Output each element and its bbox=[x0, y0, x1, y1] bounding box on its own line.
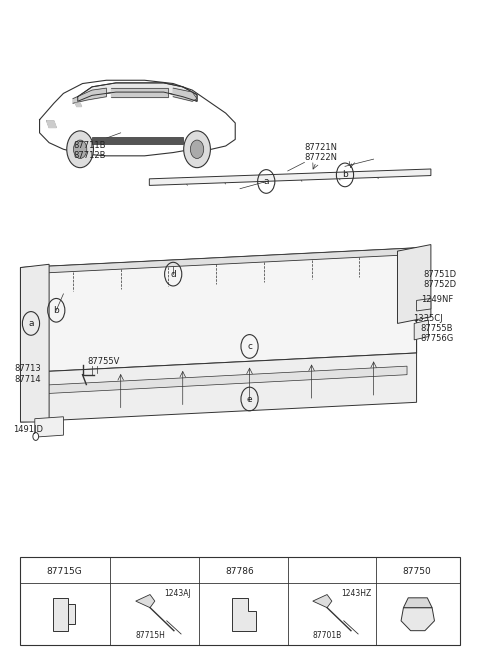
Polygon shape bbox=[136, 595, 155, 608]
Polygon shape bbox=[78, 83, 197, 101]
Polygon shape bbox=[68, 605, 75, 624]
Text: 87755B
87756G: 87755B 87756G bbox=[420, 323, 454, 343]
Circle shape bbox=[73, 140, 87, 158]
Polygon shape bbox=[21, 248, 417, 274]
Text: b: b bbox=[53, 306, 59, 315]
Text: d: d bbox=[297, 567, 302, 576]
Circle shape bbox=[67, 131, 94, 168]
Text: a: a bbox=[28, 319, 34, 328]
Circle shape bbox=[191, 140, 204, 158]
FancyBboxPatch shape bbox=[21, 557, 459, 645]
Text: b: b bbox=[120, 567, 125, 576]
Text: 87711B
87712B: 87711B 87712B bbox=[73, 141, 106, 160]
Polygon shape bbox=[47, 121, 56, 127]
Text: d: d bbox=[170, 270, 176, 279]
Polygon shape bbox=[35, 416, 63, 437]
Circle shape bbox=[33, 432, 38, 440]
Polygon shape bbox=[21, 264, 49, 422]
Text: 87715H: 87715H bbox=[136, 631, 166, 640]
Polygon shape bbox=[111, 88, 168, 96]
Text: 1249NF: 1249NF bbox=[421, 294, 454, 304]
Text: c: c bbox=[209, 567, 214, 576]
Text: 87786: 87786 bbox=[226, 567, 254, 576]
Polygon shape bbox=[417, 298, 431, 311]
Text: 87721N
87722N: 87721N 87722N bbox=[304, 143, 337, 162]
Text: 87751D
87752D: 87751D 87752D bbox=[424, 270, 457, 289]
Text: 1243HZ: 1243HZ bbox=[341, 589, 372, 598]
Text: c: c bbox=[247, 342, 252, 351]
Text: a: a bbox=[30, 567, 35, 576]
Polygon shape bbox=[313, 595, 332, 608]
Polygon shape bbox=[73, 88, 107, 103]
Text: e: e bbox=[385, 567, 391, 576]
Polygon shape bbox=[21, 353, 417, 422]
Polygon shape bbox=[404, 598, 432, 608]
Text: 87701B: 87701B bbox=[313, 631, 342, 640]
Polygon shape bbox=[75, 103, 82, 106]
Polygon shape bbox=[30, 366, 407, 395]
Polygon shape bbox=[401, 608, 434, 631]
Polygon shape bbox=[92, 137, 183, 144]
Text: e: e bbox=[247, 395, 252, 403]
Text: a: a bbox=[264, 177, 269, 186]
Polygon shape bbox=[397, 245, 431, 323]
Text: b: b bbox=[342, 170, 348, 180]
Polygon shape bbox=[173, 88, 197, 101]
Polygon shape bbox=[149, 169, 431, 185]
Text: 87713
87714: 87713 87714 bbox=[14, 364, 41, 383]
Text: 1335CJ: 1335CJ bbox=[413, 314, 443, 323]
Text: 87715G: 87715G bbox=[47, 567, 83, 576]
Polygon shape bbox=[232, 598, 255, 631]
Circle shape bbox=[184, 131, 210, 168]
Text: 1243AJ: 1243AJ bbox=[164, 589, 191, 598]
Polygon shape bbox=[21, 248, 417, 373]
Text: 87750: 87750 bbox=[402, 567, 431, 576]
Polygon shape bbox=[53, 598, 68, 631]
Polygon shape bbox=[414, 320, 429, 340]
Text: 87755V: 87755V bbox=[87, 357, 120, 366]
Text: 1491JD: 1491JD bbox=[12, 425, 43, 434]
